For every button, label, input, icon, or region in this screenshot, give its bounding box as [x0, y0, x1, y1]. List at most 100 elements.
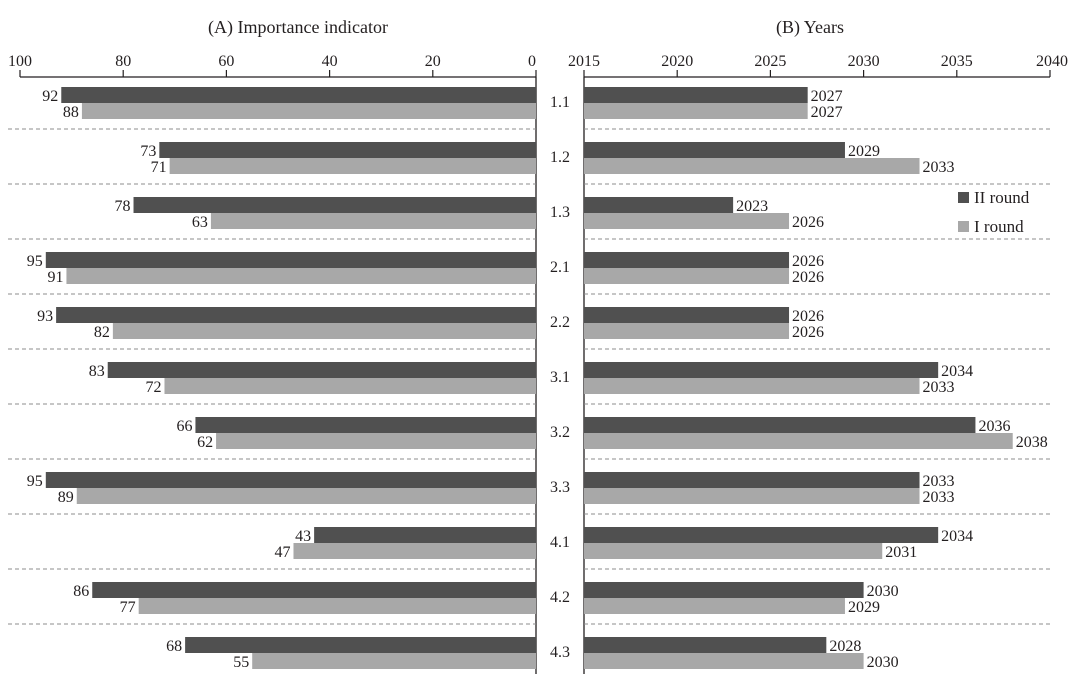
panel-b-bar [584, 488, 920, 504]
category-label: 4.2 [550, 589, 570, 606]
panel-b-data-label: 2026 [792, 324, 824, 341]
panel-a-data-label: 93 [37, 308, 53, 325]
panel-b-tick-label: 2020 [661, 53, 693, 70]
category-label: 4.3 [550, 644, 570, 661]
panel-b-data-label: 2029 [848, 599, 880, 616]
panel-a-data-label: 82 [94, 324, 110, 341]
panel-b-data-label: 2031 [885, 544, 917, 561]
panel-a-tick-label: 80 [115, 53, 131, 70]
panel-a-bar [112, 323, 536, 339]
legend-label: I round [974, 217, 1024, 236]
panel-b-bar [584, 582, 864, 598]
panel-a-bar [159, 142, 536, 158]
panel-b-bar [584, 362, 939, 378]
panel-b-bar [584, 378, 920, 394]
panel-b-bar [584, 417, 976, 433]
category-labels: 1.1 1.2 1.3 2.1 2.2 3.1 3.2 3.3 4.1 4.2 4.3 [550, 94, 570, 661]
panel-b-title: (B) Years [776, 17, 844, 38]
legend-label: II round [974, 188, 1030, 207]
category-label: 4.1 [550, 534, 570, 551]
panel-b-data-label: 2030 [867, 583, 899, 600]
panel-b-bar [584, 158, 920, 174]
panel-a-bar [138, 598, 536, 614]
panel-a-data-label: 73 [140, 143, 156, 160]
panel-a-data-label: 83 [89, 363, 105, 380]
category-label: 1.3 [550, 204, 570, 221]
panel-a-bar [185, 637, 536, 653]
panel-b-data-label: 2026 [792, 308, 824, 325]
panel-b-bar [584, 527, 939, 543]
category-label: 1.1 [550, 94, 570, 111]
panel-b-data-label: 2036 [978, 418, 1010, 435]
panel-a-bar [81, 103, 537, 119]
panel-a-data-label: 68 [166, 638, 182, 655]
panel-a-tick-label: 60 [218, 53, 234, 70]
panel-a-data-label: 78 [115, 198, 131, 215]
panel-a-tick-label: 100 [8, 53, 32, 70]
panel-b-data-label: 2026 [792, 214, 824, 231]
panel-b-bar [584, 598, 845, 614]
legend-swatch [958, 192, 969, 203]
panel-a-bar [164, 378, 537, 394]
panel-b-data-label: 2028 [829, 638, 861, 655]
panel-a-bar [169, 158, 536, 174]
panel-a-data-label: 95 [27, 473, 43, 490]
panel-b-data-label: 2023 [736, 198, 768, 215]
panel-a-data-label: 72 [145, 379, 161, 396]
panel-a-data-label: 66 [176, 418, 192, 435]
panel-b-bar [584, 268, 790, 284]
panel-b-tick-label: 2025 [754, 53, 786, 70]
panel-a-bar [66, 268, 536, 284]
panel-b-data-label: 2030 [867, 654, 899, 671]
panel-a-bar [314, 527, 536, 543]
category-label: 1.2 [550, 149, 570, 166]
panel-a-data-label: 86 [73, 583, 89, 600]
panel-a-title: (A) Importance indicator [208, 17, 388, 38]
panel-a-bar [107, 362, 536, 378]
panel-b-data-label: 2027 [811, 88, 843, 105]
panel-a-bar [45, 472, 537, 488]
panel-b-bar [584, 433, 1013, 449]
panel-b-data-label: 2029 [848, 143, 880, 160]
panel-a-data-label: 71 [151, 159, 167, 176]
panel-a-data-label: 43 [295, 528, 311, 545]
panel-b-bar [584, 103, 808, 119]
panel-b-data-label: 2033 [923, 159, 955, 176]
panel-b-data-label: 2033 [923, 379, 955, 396]
panel-a-bar [210, 213, 537, 229]
panel-a-data-label: 77 [120, 599, 136, 616]
panel-b-bar [584, 637, 827, 653]
panel-a-bar [252, 653, 536, 669]
panel-a-data-label: 95 [27, 253, 43, 270]
panel-a-data-label: 91 [47, 269, 63, 286]
panel-a-bar [293, 543, 536, 559]
panel-b-data-label: 2034 [941, 363, 973, 380]
panel-a-tick-label: 20 [425, 53, 441, 70]
panel-b-bar [584, 197, 734, 213]
panel-b-bar [584, 472, 920, 488]
category-label: 2.1 [550, 259, 570, 276]
panel-a-data-label: 63 [192, 214, 208, 231]
panel-b-data-label: 2034 [941, 528, 973, 545]
legend: II round I round [958, 188, 1030, 236]
legend-swatch [958, 221, 969, 232]
panel-b-data-label: 2026 [792, 269, 824, 286]
panel-b-bar [584, 213, 790, 229]
panel-b-bar [584, 142, 845, 158]
panel-b-bar [584, 87, 808, 103]
panel-a-data-label: 92 [42, 88, 58, 105]
panel-a-bar [133, 197, 536, 213]
category-label: 3.2 [550, 424, 570, 441]
category-label: 2.2 [550, 314, 570, 331]
panel-a-bar [56, 307, 537, 323]
panel-b-bar [584, 252, 790, 268]
panel-a-data-label: 89 [58, 489, 74, 506]
panel-b-tick-label: 2030 [848, 53, 880, 70]
panel-a-bar [61, 87, 536, 103]
panel-b-bar [584, 323, 790, 339]
panel-a-bar [45, 252, 537, 268]
panel-a-bar [216, 433, 536, 449]
